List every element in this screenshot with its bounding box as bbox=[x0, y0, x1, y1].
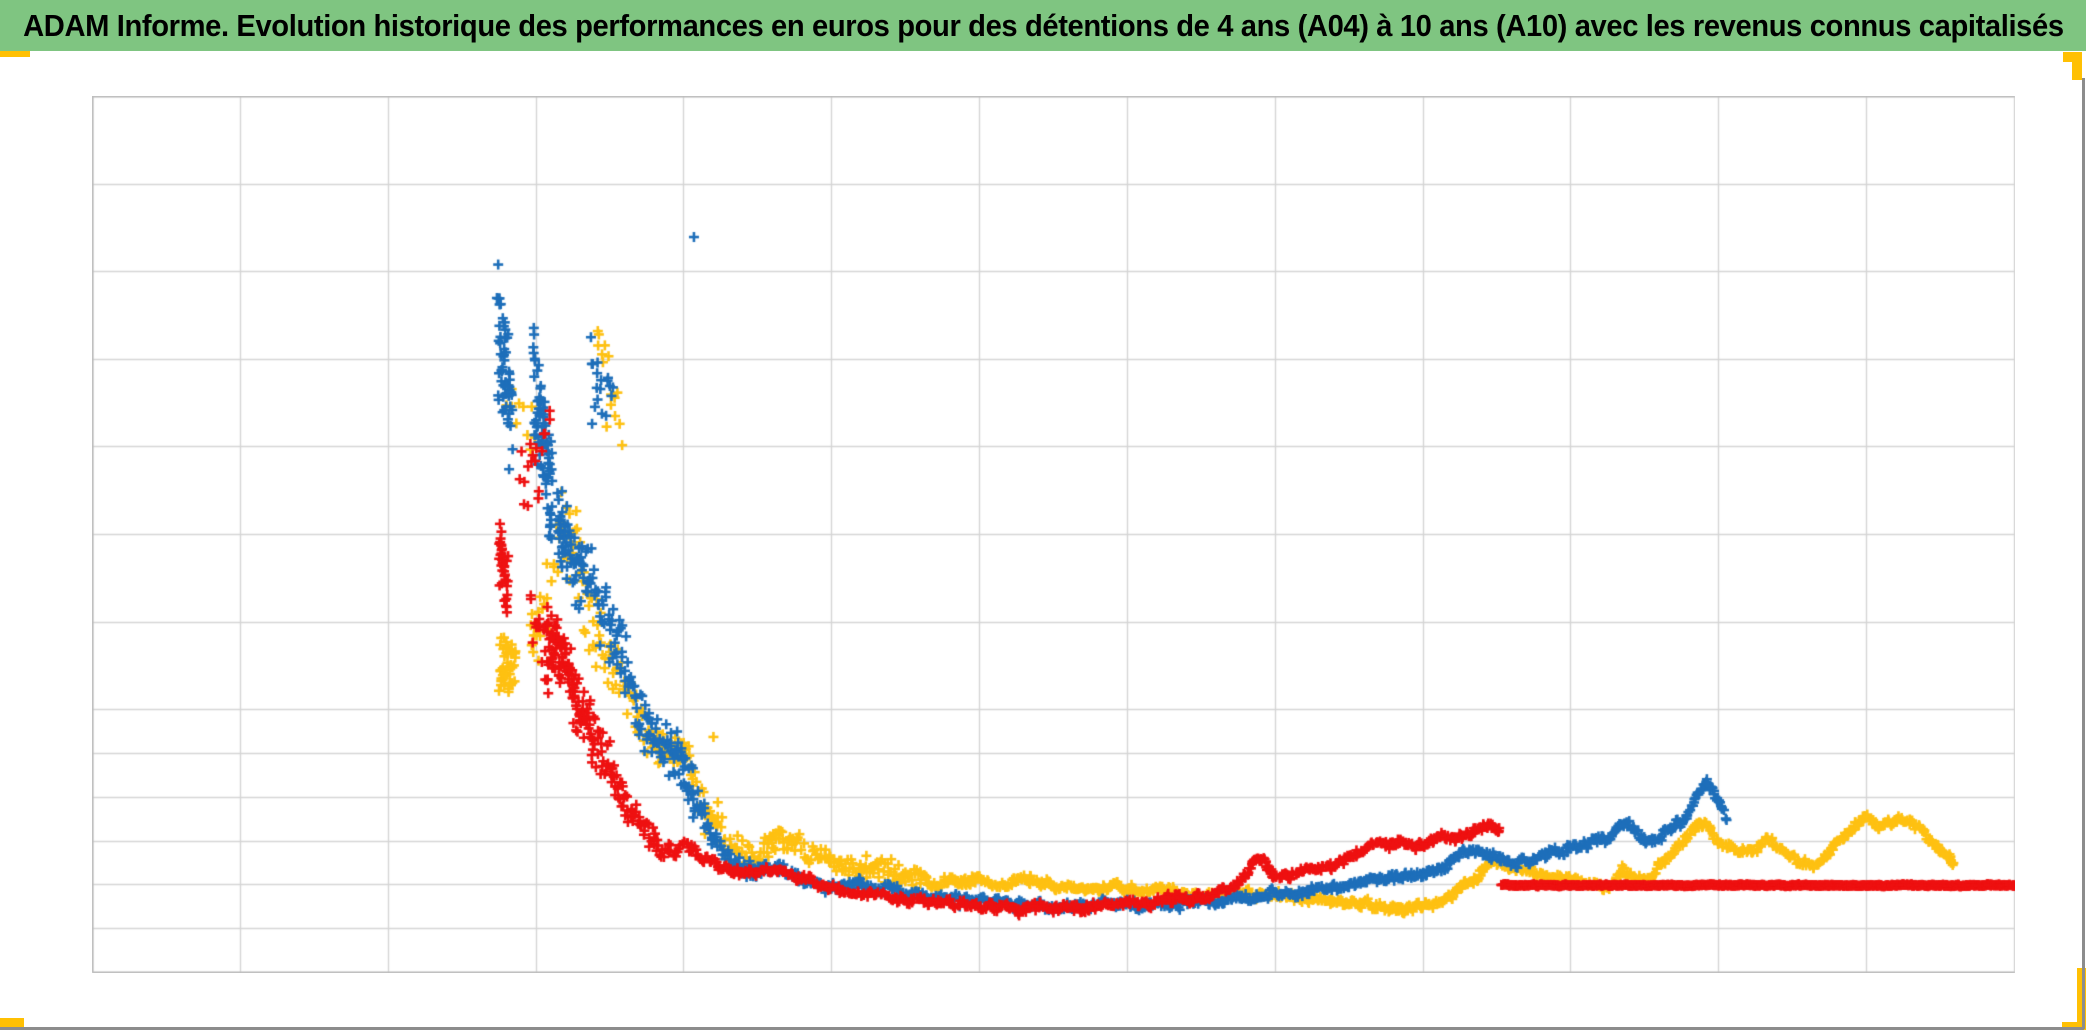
corner-mark-top-right-v bbox=[2072, 52, 2082, 80]
chart-title: ADAM Informe. Evolution historique des p… bbox=[22, 7, 2064, 43]
performance-scatter-chart-canvas bbox=[92, 96, 2015, 973]
window-bottom-edge-line bbox=[0, 1027, 2084, 1030]
plot-area bbox=[92, 96, 2015, 973]
window-right-edge-line bbox=[2082, 78, 2085, 1029]
chart-title-bar: ADAM Informe. Evolution historique des p… bbox=[0, 0, 2086, 51]
corner-mark-bottom-right-v bbox=[2077, 968, 2086, 1029]
corner-mark-top-left bbox=[0, 51, 30, 57]
corner-mark-bottom-right-h bbox=[2062, 1022, 2086, 1030]
